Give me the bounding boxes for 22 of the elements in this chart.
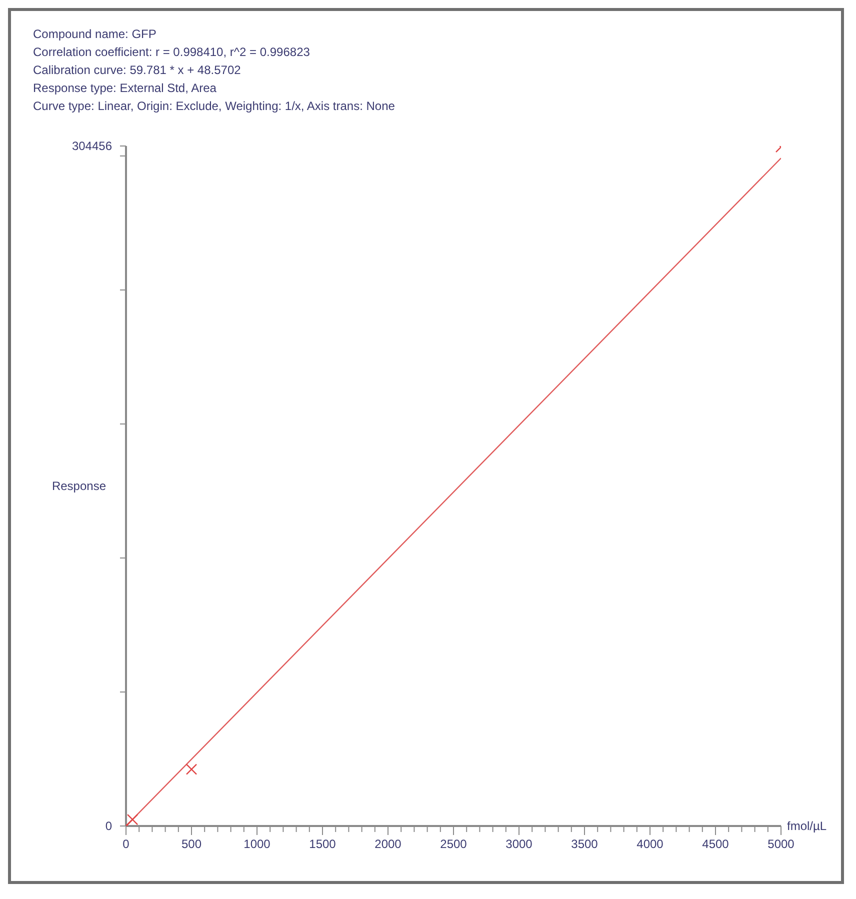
text: Correlation coefficient: r = 0.998410, r^2 = 0.996823 (33, 44, 311, 61)
x-tick-label: 0 (122, 837, 130, 851)
chart-title: Compound name: GFP (33, 26, 158, 43)
x-tick-label: 3500 (571, 837, 598, 851)
page-frame: Compound name: GFP Correlation coefficient: r = 0.998410, r^2 = 0.996823 Calibration curve: 59.781 * x + 48.5702 Response type: External Std, Area Curve type: Linear, Origin: Exclude, Weighting: 1/x, Axis trans: None fmol/µL Response 0 500 1000 1500 2000 2500 3000 3500 4000 4500 5000 0 304456 (8, 8, 844, 884)
x-tick-label: 1500 (309, 837, 336, 851)
x-tick-label: 3000 (506, 837, 533, 851)
x-tick-label: 2000 (374, 837, 402, 851)
text: Curve type: Linear, Origin: Exclude, Weighting: 1/x, Axis trans: None (33, 98, 395, 115)
x-tick-label: 4000 (636, 837, 664, 851)
x-axis-title: fmol/µL (787, 819, 827, 833)
y-tick-label: 304456 (72, 139, 112, 153)
x-tick-label: 4500 (702, 837, 730, 851)
y-axis-title: Response (52, 479, 106, 493)
x-tick-label: 2500 (440, 837, 468, 851)
point (126, 814, 138, 826)
x-tick-label: 500 (181, 837, 202, 851)
x-tick-label: 5000 (768, 837, 795, 851)
text: Calibration curve: 59.781 * x + 48.5702 (33, 62, 242, 79)
text: Response type: External Std, Area (33, 80, 218, 97)
x-tick-label: 1000 (244, 837, 271, 851)
point (186, 764, 198, 775)
